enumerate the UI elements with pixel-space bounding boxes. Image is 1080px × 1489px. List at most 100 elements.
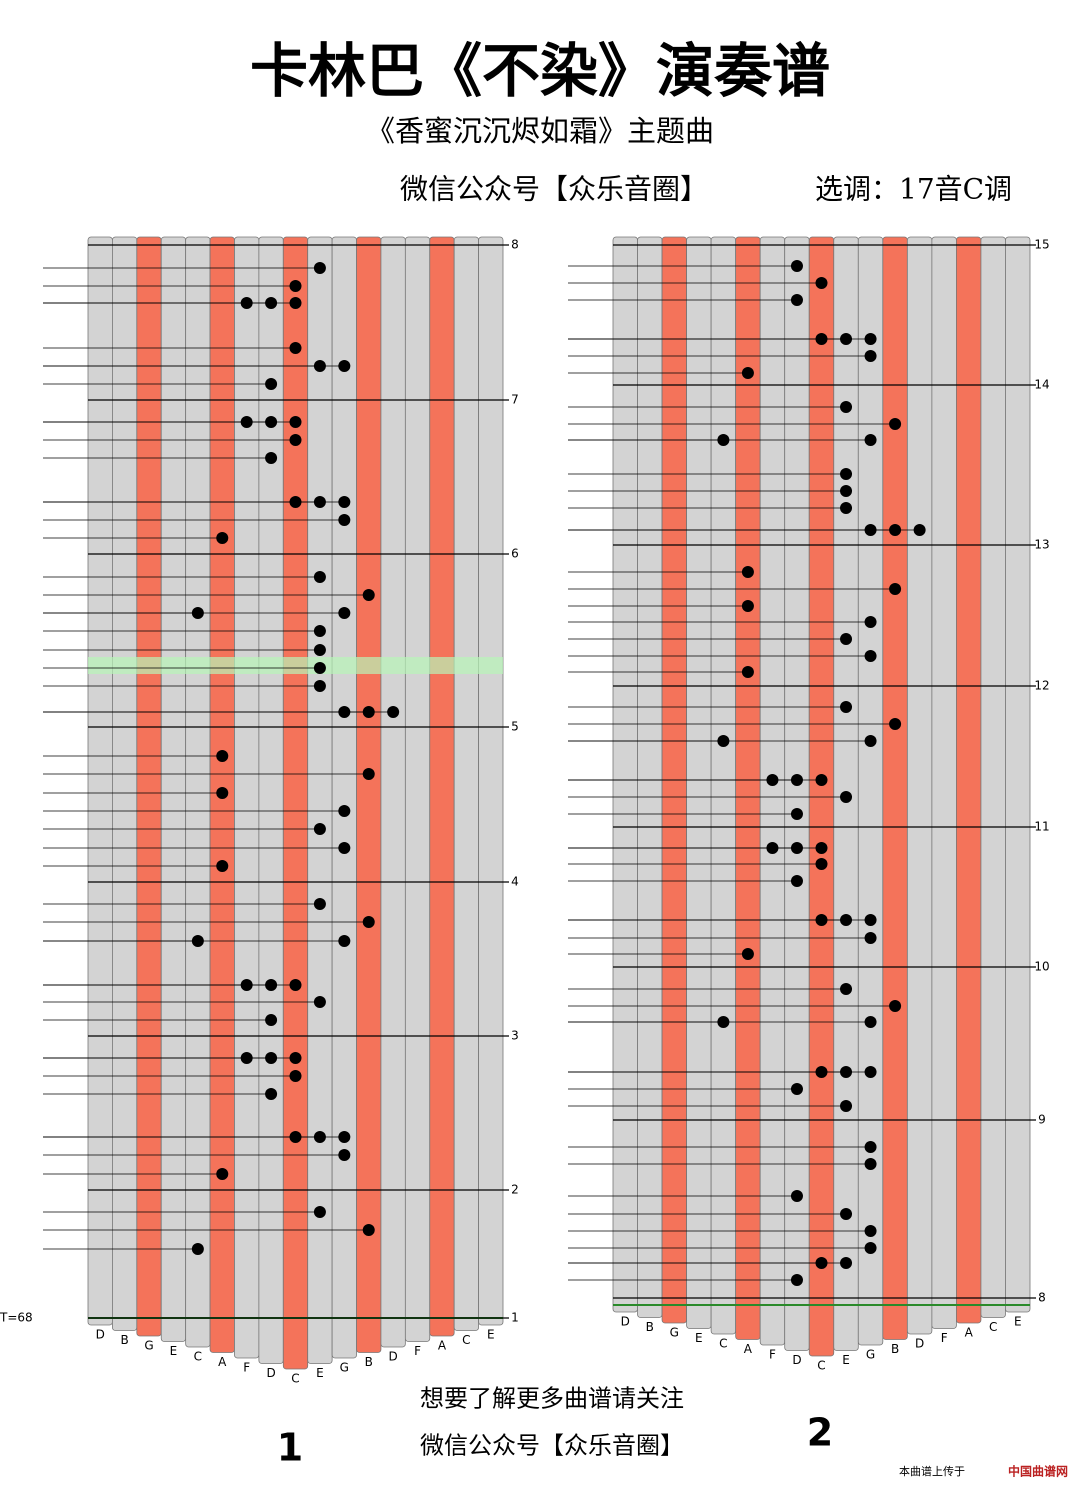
page-number: 2 xyxy=(807,1411,833,1455)
note xyxy=(265,1088,278,1100)
note xyxy=(840,1100,853,1112)
note xyxy=(864,914,877,926)
note xyxy=(289,1070,302,1082)
note xyxy=(864,1016,877,1028)
note xyxy=(840,791,853,803)
note xyxy=(289,434,302,446)
note xyxy=(289,280,302,292)
credit: 本曲谱上传于 xyxy=(899,1464,965,1478)
key-label: B xyxy=(891,1342,899,1356)
key-label: F xyxy=(941,1331,948,1345)
note xyxy=(790,875,803,887)
tine xyxy=(808,236,835,1357)
key-label: C xyxy=(291,1372,299,1386)
note xyxy=(338,360,351,372)
note xyxy=(864,932,877,944)
note xyxy=(741,600,754,612)
measure-number: 8 xyxy=(1038,1291,1046,1305)
note xyxy=(338,514,351,526)
note xyxy=(790,808,803,820)
note xyxy=(840,401,853,413)
note xyxy=(387,706,400,718)
tine xyxy=(857,236,884,1346)
note xyxy=(790,294,803,306)
tine xyxy=(686,236,712,1329)
note xyxy=(362,916,375,928)
note xyxy=(864,1242,877,1254)
note xyxy=(265,452,278,464)
tempo: T=68 xyxy=(0,1311,33,1325)
measure-number: 4 xyxy=(511,875,519,889)
key-label: D xyxy=(266,1366,275,1380)
page-number: 1 xyxy=(277,1426,303,1470)
note xyxy=(265,1014,278,1026)
tine xyxy=(882,236,908,1340)
measure-number: 14 xyxy=(1034,378,1049,392)
note xyxy=(362,589,375,601)
note xyxy=(864,350,877,362)
note xyxy=(362,1224,375,1236)
note xyxy=(815,842,828,854)
tine xyxy=(478,236,504,1326)
note xyxy=(313,680,326,692)
note xyxy=(313,625,326,637)
note xyxy=(840,468,853,480)
highlight xyxy=(88,657,503,674)
tine xyxy=(931,236,957,1329)
note xyxy=(313,644,326,656)
subtitle: 《香蜜沉沉烬如霜》主题曲 xyxy=(366,114,714,148)
info: 微信公众号【众乐音圈】 xyxy=(400,173,708,206)
key-label: C xyxy=(719,1337,727,1351)
note xyxy=(864,434,877,446)
note xyxy=(840,701,853,713)
tine xyxy=(956,236,982,1324)
key-label: A xyxy=(438,1339,447,1353)
key-label: B xyxy=(365,1355,373,1369)
note xyxy=(889,1000,902,1012)
note xyxy=(864,735,877,747)
tine xyxy=(429,236,455,1337)
note xyxy=(741,948,754,960)
note xyxy=(313,262,326,274)
measure-number: 10 xyxy=(1034,960,1049,974)
tine xyxy=(258,236,284,1364)
tine xyxy=(637,236,663,1318)
measure-number: 7 xyxy=(511,393,519,407)
tine xyxy=(980,236,1006,1318)
key-label: E xyxy=(1014,1315,1022,1329)
tine xyxy=(1005,236,1031,1313)
footer-line: 想要了解更多曲谱请关注 xyxy=(420,1385,684,1413)
measure-number: 6 xyxy=(511,547,519,561)
note xyxy=(790,1274,803,1286)
measure-number: 2 xyxy=(511,1183,519,1197)
key-label: F xyxy=(414,1344,421,1358)
note xyxy=(265,378,278,390)
note xyxy=(741,566,754,578)
key-label: D xyxy=(915,1337,924,1351)
note xyxy=(815,774,828,786)
key-label: G xyxy=(866,1348,875,1362)
key-label: E xyxy=(842,1353,850,1367)
note xyxy=(864,650,877,662)
note xyxy=(216,787,229,799)
measure-number: 13 xyxy=(1034,538,1049,552)
tine xyxy=(759,236,786,1346)
note xyxy=(864,1066,877,1078)
key-label: E xyxy=(487,1328,495,1342)
note xyxy=(191,1243,204,1255)
note xyxy=(191,607,204,619)
note xyxy=(216,860,229,872)
note xyxy=(191,935,204,947)
note xyxy=(840,502,853,514)
note xyxy=(289,979,302,991)
tine xyxy=(453,236,479,1331)
measure-number: 3 xyxy=(511,1029,519,1043)
note xyxy=(840,633,853,645)
key-label: G xyxy=(144,1339,153,1353)
note xyxy=(289,1052,302,1064)
measure-number: 1 xyxy=(511,1311,519,1325)
tine xyxy=(380,236,406,1348)
note xyxy=(313,571,326,583)
note xyxy=(840,1208,853,1220)
